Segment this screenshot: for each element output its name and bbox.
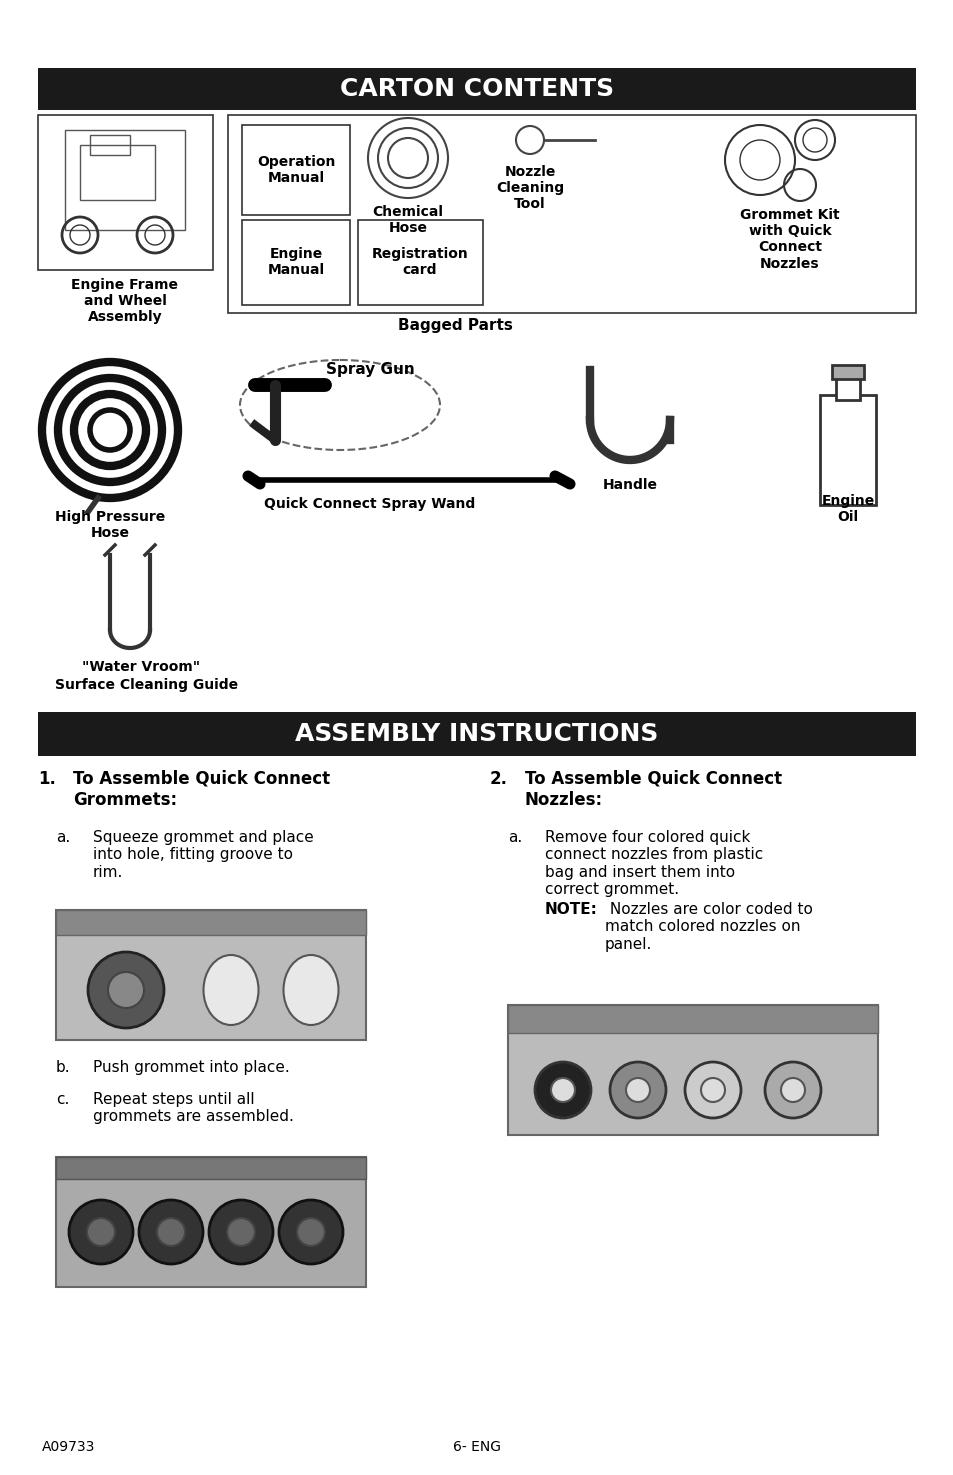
Circle shape	[764, 1062, 821, 1118]
Text: Engine
Manual: Engine Manual	[267, 246, 324, 277]
Bar	[65, 130, 185, 230]
Text: c.: c.	[56, 1092, 70, 1108]
Circle shape	[139, 1201, 203, 1264]
Text: Engine
Oil: Engine Oil	[821, 494, 874, 524]
Circle shape	[296, 1218, 325, 1246]
Bar	[357, 220, 482, 305]
Text: Handle: Handle	[602, 478, 657, 493]
Text: Repeat steps until all
grommets are assembled.: Repeat steps until all grommets are asse…	[92, 1092, 294, 1124]
Text: Grommet Kit
with Quick
Connect
Nozzles: Grommet Kit with Quick Connect Nozzles	[740, 208, 839, 270]
Circle shape	[87, 1218, 115, 1246]
Bar	[38, 68, 915, 111]
Circle shape	[551, 1078, 575, 1102]
Text: Registration
card: Registration card	[372, 246, 468, 277]
Circle shape	[157, 1218, 185, 1246]
Circle shape	[69, 1201, 132, 1264]
Text: Remove four colored quick
connect nozzles from plastic
bag and insert them into
: Remove four colored quick connect nozzle…	[544, 830, 762, 897]
Bar	[242, 125, 350, 215]
Circle shape	[700, 1078, 724, 1102]
Circle shape	[88, 951, 164, 1028]
Bar	[242, 220, 350, 305]
Circle shape	[684, 1062, 740, 1118]
Text: Engine Frame
and Wheel
Assembly: Engine Frame and Wheel Assembly	[71, 277, 178, 324]
Bar	[80, 145, 154, 201]
Bar	[507, 1004, 877, 1134]
Bar	[507, 1004, 877, 1032]
Bar	[38, 115, 213, 270]
Text: Operation
Manual: Operation Manual	[256, 155, 335, 184]
Text: "Water Vroom": "Water Vroom"	[82, 659, 200, 674]
Circle shape	[609, 1062, 665, 1118]
Bar	[56, 1156, 366, 1288]
Text: Squeeze grommet and place
into hole, fitting groove to
rim.: Squeeze grommet and place into hole, fit…	[92, 830, 314, 879]
Text: Push grommet into place.: Push grommet into place.	[92, 1061, 290, 1075]
Bar	[38, 712, 915, 757]
Text: ASSEMBLY INSTRUCTIONS: ASSEMBLY INSTRUCTIONS	[295, 721, 658, 746]
Text: a.: a.	[507, 830, 521, 845]
Bar	[90, 136, 130, 155]
Circle shape	[535, 1062, 590, 1118]
Text: 6- ENG: 6- ENG	[453, 1440, 500, 1454]
Text: High Pressure
Hose: High Pressure Hose	[55, 510, 165, 540]
Circle shape	[278, 1201, 343, 1264]
Bar	[831, 364, 863, 379]
Text: Nozzle
Cleaning
Tool: Nozzle Cleaning Tool	[496, 165, 563, 211]
Circle shape	[625, 1078, 649, 1102]
Circle shape	[227, 1218, 254, 1246]
Text: a.: a.	[56, 830, 71, 845]
Text: Quick Connect Spray Wand: Quick Connect Spray Wand	[264, 497, 476, 510]
Bar	[56, 910, 366, 935]
Text: Chemical
Hose: Chemical Hose	[372, 205, 443, 235]
Text: A09733: A09733	[42, 1440, 95, 1454]
Bar	[56, 910, 366, 1040]
Text: To Assemble Quick Connect
Grommets:: To Assemble Quick Connect Grommets:	[73, 770, 330, 808]
Bar	[56, 1156, 366, 1179]
Bar	[835, 375, 859, 400]
Circle shape	[108, 972, 144, 1007]
Text: 2.: 2.	[490, 770, 507, 788]
Bar	[820, 395, 875, 504]
Ellipse shape	[203, 954, 258, 1025]
Circle shape	[781, 1078, 804, 1102]
Text: Surface Cleaning Guide: Surface Cleaning Guide	[55, 678, 238, 692]
Text: b.: b.	[56, 1061, 71, 1075]
Text: To Assemble Quick Connect
Nozzles:: To Assemble Quick Connect Nozzles:	[524, 770, 781, 808]
Ellipse shape	[283, 954, 338, 1025]
Text: 1.: 1.	[38, 770, 56, 788]
Text: NOTE:: NOTE:	[544, 903, 598, 917]
Text: CARTON CONTENTS: CARTON CONTENTS	[339, 77, 614, 100]
Bar	[228, 115, 915, 313]
Circle shape	[209, 1201, 273, 1264]
Text: Nozzles are color coded to
match colored nozzles on
panel.: Nozzles are color coded to match colored…	[604, 903, 812, 951]
Text: Spray Gun: Spray Gun	[325, 361, 414, 378]
Text: Bagged Parts: Bagged Parts	[397, 319, 512, 333]
